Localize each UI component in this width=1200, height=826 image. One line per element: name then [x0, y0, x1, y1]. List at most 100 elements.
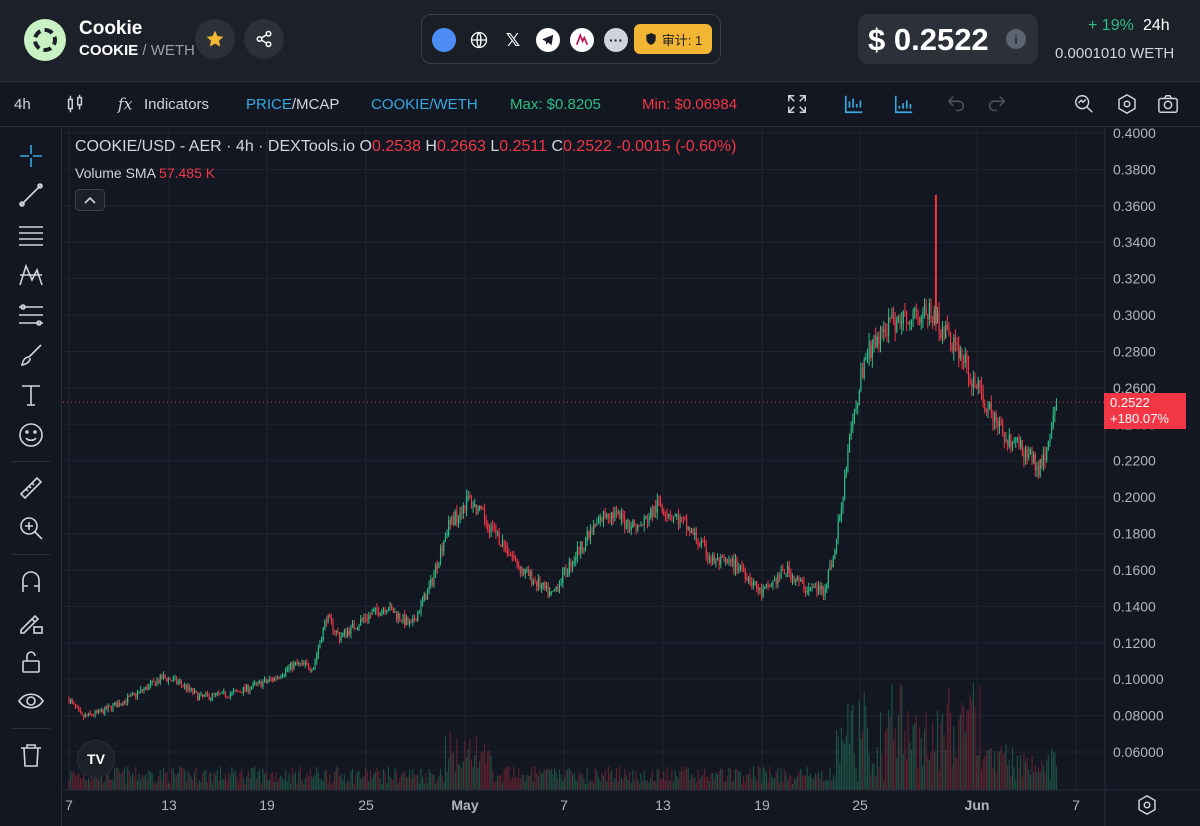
volume-bar — [876, 747, 878, 790]
indicators-button[interactable]: Indicators — [144, 96, 210, 113]
candle-body — [967, 363, 970, 379]
candle-body — [954, 337, 957, 343]
candlesticks — [63, 194, 1105, 721]
fullscreen-icon[interactable] — [786, 93, 808, 115]
eye-icon[interactable] — [17, 688, 45, 716]
volume-bar — [505, 768, 507, 790]
candle-body — [703, 541, 706, 544]
candle-body — [278, 676, 280, 678]
volume-bar — [338, 776, 341, 790]
telegram-icon[interactable] — [536, 28, 560, 52]
candle-body — [133, 693, 135, 695]
collapse-legend-button[interactable] — [75, 189, 105, 211]
pattern-icon[interactable] — [17, 261, 45, 289]
candle-type-icon[interactable] — [64, 93, 86, 115]
info-icon[interactable]: i — [1006, 29, 1026, 49]
volume-bar — [902, 753, 904, 790]
time-tick-label: 25 — [358, 797, 374, 813]
trend-line-icon[interactable] — [17, 181, 45, 209]
candle-body — [568, 561, 570, 574]
token-logo — [24, 19, 66, 61]
x-icon[interactable]: 𝕏 — [505, 29, 521, 50]
volume-bar — [469, 738, 471, 790]
price-chart[interactable]: 0.4000 0.3800 0.3600 0.3400 0.3200 0.3000 0.28… — [63, 128, 1200, 826]
price-tick-label: 0.2800 — [1113, 343, 1156, 359]
candle-body — [200, 693, 202, 696]
volume-bar — [345, 783, 347, 790]
volume-bar — [376, 767, 378, 790]
candle-body — [1018, 437, 1020, 447]
volume-bar — [177, 772, 179, 790]
volume-bar — [252, 768, 254, 790]
mcap-option[interactable]: /MCAP — [291, 96, 340, 113]
unlock-icon[interactable] — [17, 648, 45, 676]
app-icon[interactable] — [570, 28, 594, 52]
candle-body — [622, 513, 624, 518]
tradingview-logo[interactable]: TV — [77, 740, 115, 778]
candle-body — [1039, 459, 1041, 476]
audit-button[interactable]: 审计: 1 — [634, 24, 712, 54]
volume-bar — [1015, 780, 1017, 790]
candle-body — [565, 567, 567, 575]
candle-body — [268, 678, 271, 681]
candle-body — [741, 566, 743, 570]
candle-body — [365, 617, 367, 619]
trash-icon[interactable] — [17, 741, 45, 769]
volume-bar — [550, 768, 552, 790]
text-icon[interactable] — [17, 381, 45, 409]
undo-icon[interactable] — [945, 93, 967, 115]
zoom-in-icon[interactable] — [17, 514, 45, 542]
axis-settings-icon[interactable] — [1136, 794, 1158, 816]
settings-icon[interactable] — [1116, 93, 1138, 115]
candle-body — [907, 321, 909, 323]
candle-body — [979, 380, 981, 386]
bar-chart-icon[interactable] — [893, 93, 915, 115]
candle-body — [281, 675, 284, 678]
candle-body — [839, 517, 841, 521]
volume-bar — [863, 692, 865, 790]
price-chart-icon[interactable] — [843, 93, 865, 115]
candle-body — [309, 668, 311, 671]
brush-icon[interactable] — [17, 341, 45, 369]
price-mcap-toggle[interactable]: PRICE/MCAP — [246, 96, 339, 113]
candle-body — [785, 573, 787, 575]
crosshair-icon[interactable] — [17, 142, 45, 170]
volume-bar — [583, 778, 585, 790]
candle-body — [148, 685, 150, 690]
horizontal-lines-icon[interactable] — [17, 221, 45, 249]
more-icon[interactable]: ··· — [604, 28, 628, 52]
candle-body — [963, 361, 965, 363]
share-button[interactable] — [244, 19, 284, 59]
volume-bar — [563, 777, 565, 790]
volume-bar — [384, 772, 386, 790]
pair-toggle[interactable]: COOKIE/WETH — [371, 96, 478, 113]
candle-body — [131, 693, 134, 695]
indicators-icon[interactable]: fx — [116, 93, 138, 115]
magnet-icon[interactable] — [17, 568, 45, 596]
website-icon[interactable] — [432, 28, 456, 52]
candle-body — [844, 475, 846, 498]
volume-bar — [1031, 755, 1033, 790]
volume-bar — [588, 783, 590, 790]
price-option[interactable]: PRICE — [246, 96, 292, 113]
redo-icon[interactable] — [986, 93, 1008, 115]
candle-body — [1024, 448, 1027, 460]
globe-icon[interactable] — [467, 28, 491, 52]
volume-bar — [360, 779, 362, 790]
favorite-button[interactable] — [195, 19, 235, 59]
volume-bar — [363, 776, 365, 790]
candle-body — [1051, 426, 1053, 435]
ruler-icon[interactable] — [17, 474, 45, 502]
interval-selector[interactable]: 4h — [14, 96, 31, 113]
volume-bar — [837, 736, 839, 790]
candle-body — [747, 576, 750, 581]
lock-drawing-icon[interactable] — [17, 608, 45, 636]
quick-search-icon[interactable] — [1073, 93, 1095, 115]
volume-bar — [435, 783, 437, 790]
camera-icon[interactable] — [1157, 93, 1179, 115]
fib-icon[interactable] — [17, 301, 45, 329]
candle-body — [361, 619, 363, 621]
change-value: -0.0015 (-0.60%) — [616, 138, 737, 155]
emoji-icon[interactable] — [17, 421, 45, 449]
candle-body — [850, 427, 852, 437]
